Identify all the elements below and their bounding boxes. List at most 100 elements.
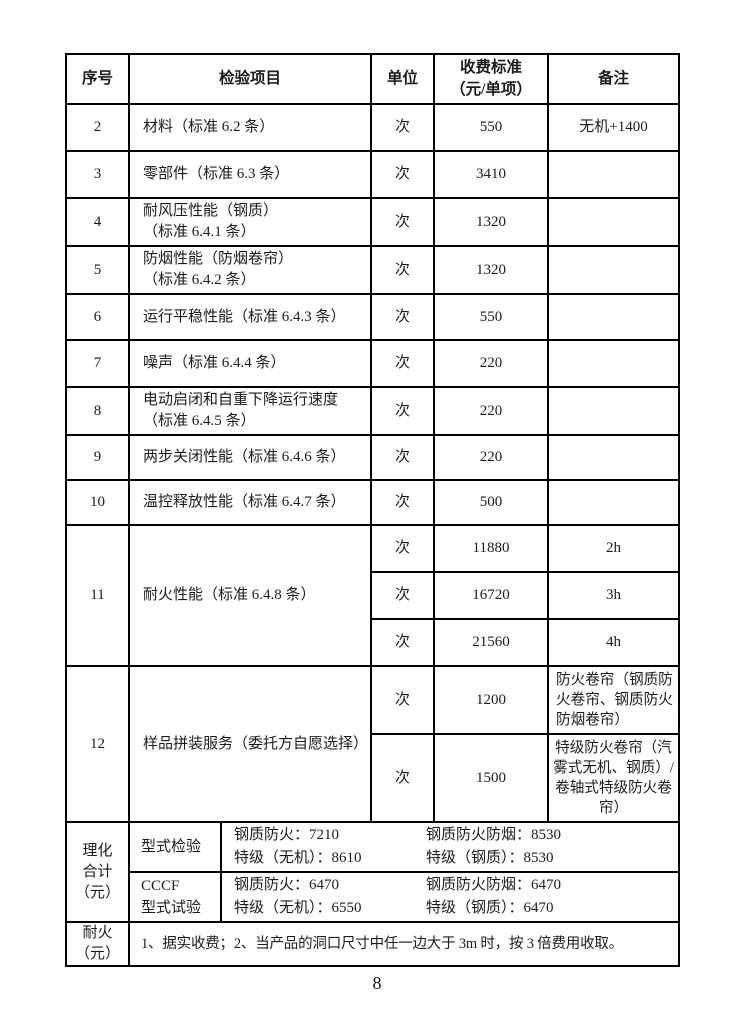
fire-resistance-note: 1、据实收费；2、当产品的洞口尺寸中任一边大于 3m 时，按 3 倍费用收取。 <box>128 921 680 967</box>
item-name: 运行平稳性能（标准 6.4.3 条） <box>128 293 372 341</box>
type-inspection-fees: 钢质防火：7210 特级（无机）：8610 钢质防火防烟：8530 特级（钢质）… <box>220 821 680 873</box>
remark-cell-empty <box>547 245 680 295</box>
unit-value: 次 <box>370 571 435 620</box>
fee-value: 500 <box>433 479 549 526</box>
header-row: 序号 检验项目 单位 收费标准 （元/单项） 备注 <box>65 53 680 105</box>
fee-value: 1200 <box>433 665 549 735</box>
remark-cell-empty <box>547 197 680 247</box>
row-number: 8 <box>65 386 130 436</box>
fee-value: 1320 <box>433 245 549 295</box>
fee-line: 特级（钢质）：8530 <box>426 850 554 866</box>
fee-value: 220 <box>433 386 549 436</box>
item-name: 材料（标准 6.2 条） <box>128 103 372 152</box>
col-header-remark: 备注 <box>547 53 680 105</box>
table-row: 2 材料（标准 6.2 条） 次 550 无机+1400 <box>65 103 680 152</box>
table-row: 次 16720 3h <box>66 571 680 620</box>
unit-value: 次 <box>370 524 435 573</box>
type-inspection-label: 型式检验 <box>128 821 222 873</box>
item-name: 噪声（标准 6.4.4 条） <box>128 339 372 388</box>
unit-value: 次 <box>370 618 435 667</box>
unit-value: 次 <box>370 293 435 341</box>
fee-line: 钢质防火防烟：6470 <box>426 877 562 893</box>
fee-value: 21560 <box>433 618 549 667</box>
fee-value: 220 <box>433 339 549 388</box>
fee-column-left: 钢质防火：7210 特级（无机）：8610 <box>234 824 426 870</box>
unit-value: 次 <box>370 434 435 481</box>
fee-value: 16720 <box>433 571 549 620</box>
row-number: 5 <box>65 245 130 295</box>
fee-value: 1500 <box>433 733 549 823</box>
fee-value: 220 <box>433 434 549 481</box>
item-name: 零部件（标准 6.3 条） <box>128 150 372 199</box>
fee-value: 11880 <box>433 524 549 573</box>
row-number: 12 <box>65 665 130 823</box>
remark-cell-empty <box>547 339 680 388</box>
unit-value: 次 <box>370 103 435 152</box>
summary-row-cccf: CCCF 型式试验 钢质防火：6470 特级（无机）：6550 钢质防火防烟：6… <box>66 871 680 923</box>
col-header-fee: 收费标准 （元/单项） <box>433 53 549 105</box>
unit-value: 次 <box>370 479 435 526</box>
fee-columns: 钢质防火：6470 特级（无机）：6550 钢质防火防烟：6470 特级（钢质）… <box>234 874 677 920</box>
row-number: 2 <box>65 103 130 152</box>
page-number: 8 <box>372 973 382 993</box>
row-number: 6 <box>65 293 130 341</box>
unit-value: 次 <box>370 245 435 295</box>
fee-line: 特级（钢质）：6470 <box>426 900 554 916</box>
table-row: 3 零部件（标准 6.3 条） 次 3410 <box>65 150 680 199</box>
remark-cell-empty <box>547 150 680 199</box>
remark-value: 4h <box>547 618 680 667</box>
table-row: 6 运行平稳性能（标准 6.4.3 条） 次 550 <box>65 293 680 341</box>
item-name: 温控释放性能（标准 6.4.7 条） <box>128 479 372 526</box>
table-row: 9 两步关闭性能（标准 6.4.6 条） 次 220 <box>65 434 680 481</box>
table-row: 10 温控释放性能（标准 6.4.7 条） 次 500 <box>65 479 680 526</box>
unit-value: 次 <box>370 150 435 199</box>
fire-resistance-label: 耐火 （元） <box>65 921 130 967</box>
table-row: 5 防烟性能（防烟卷帘） （标准 6.4.2 条） 次 1320 <box>65 245 680 295</box>
fee-line: 钢质防火防烟：8530 <box>426 827 562 843</box>
item-name: 样品拼装服务（委托方自愿选择） <box>128 665 372 823</box>
col-header-unit: 单位 <box>370 53 435 105</box>
unit-value: 次 <box>370 339 435 388</box>
fee-column-left: 钢质防火：6470 特级（无机）：6550 <box>234 874 426 920</box>
row-number: 9 <box>65 434 130 481</box>
table-row: 4 耐风压性能（钢质） （标准 6.4.1 条） 次 1320 <box>65 197 680 247</box>
row-number: 4 <box>65 197 130 247</box>
fee-column-right: 钢质防火防烟：8530 特级（钢质）：8530 <box>426 824 677 870</box>
table-row-group-11: 11 耐火性能（标准 6.4.8 条） 次 11880 2h <box>65 524 680 667</box>
col-header-item: 检验项目 <box>128 53 372 105</box>
row-number: 3 <box>65 150 130 199</box>
row-number: 7 <box>65 339 130 388</box>
remark-cell-empty <box>547 386 680 436</box>
fee-line: 特级（无机）：6550 <box>234 900 362 916</box>
row-number: 10 <box>65 479 130 526</box>
fee-table: 序号 检验项目 单位 收费标准 （元/单项） 备注 2 材料（标准 6.2 条）… <box>65 53 680 823</box>
remark-cell-empty <box>547 434 680 481</box>
cccf-type-test-fees: 钢质防火：6470 特级（无机）：6550 钢质防火防烟：6470 特级（钢质）… <box>220 871 680 923</box>
remark-cell-empty <box>547 479 680 526</box>
fee-value: 1320 <box>433 197 549 247</box>
item-name: 耐火性能（标准 6.4.8 条） <box>128 524 372 667</box>
unit-value: 次 <box>370 665 435 735</box>
unit-value: 次 <box>370 733 435 823</box>
remark-cell-empty <box>547 293 680 341</box>
summary-row-fire-resistance: 耐火 （元） 1、据实收费；2、当产品的洞口尺寸中任一边大于 3m 时，按 3 … <box>65 921 680 967</box>
fee-document: 序号 检验项目 单位 收费标准 （元/单项） 备注 2 材料（标准 6.2 条）… <box>65 53 680 967</box>
fee-value: 550 <box>433 103 549 152</box>
col-header-no: 序号 <box>65 53 130 105</box>
table-row-group-12: 12 样品拼装服务（委托方自愿选择） 次 1200 防火卷帘（钢质防火卷帘、钢质… <box>65 665 680 823</box>
remark-value: 3h <box>547 571 680 620</box>
fee-value: 550 <box>433 293 549 341</box>
physio-chemical-total-label: 理化 合计 （元） <box>65 821 130 923</box>
row-number: 11 <box>65 524 130 667</box>
fee-line: 钢质防火：6470 <box>234 877 340 893</box>
table-row: 次 21560 4h <box>66 618 680 667</box>
table-row: 7 噪声（标准 6.4.4 条） 次 220 <box>65 339 680 388</box>
fee-line: 特级（无机）：8610 <box>234 850 362 866</box>
cccf-type-test-label: CCCF 型式试验 <box>128 871 222 923</box>
item-name: 耐风压性能（钢质） （标准 6.4.1 条） <box>128 197 372 247</box>
item-name: 电动启闭和自重下降运行速度 （标准 6.4.5 条） <box>128 386 372 436</box>
fee-column-right: 钢质防火防烟：6470 特级（钢质）：6470 <box>426 874 677 920</box>
summary-table: 理化 合计 （元） 型式检验 钢质防火：7210 特级（无机）：8610 钢质防… <box>65 821 680 967</box>
table-row: 8 电动启闭和自重下降运行速度 （标准 6.4.5 条） 次 220 <box>65 386 680 436</box>
remark-value: 2h <box>547 524 680 573</box>
